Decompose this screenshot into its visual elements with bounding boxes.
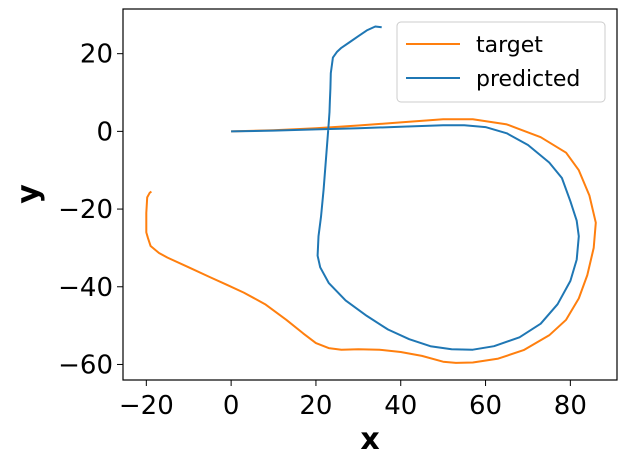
legend: target predicted xyxy=(396,21,606,103)
y-tick-label: 20 xyxy=(80,40,113,70)
legend-label-predicted: predicted xyxy=(476,67,580,92)
series-line-predicted xyxy=(231,25,580,351)
legend-label-target: target xyxy=(476,33,543,58)
y-tick-label: −60 xyxy=(58,350,113,380)
y-tick-label: −20 xyxy=(58,195,113,225)
x-tick-label: 0 xyxy=(223,391,240,421)
y-axis-label: y xyxy=(11,184,46,204)
tick-layer: −20 0 20 40 60 80 20 0 −20 −40 −60 xyxy=(58,40,587,421)
x-tick-label: 20 xyxy=(299,391,332,421)
y-tick-label: −40 xyxy=(58,273,113,303)
plot-area-frame xyxy=(122,8,618,381)
series-line-target xyxy=(145,118,597,364)
x-tick-label: −20 xyxy=(119,391,174,421)
y-tick-label: 0 xyxy=(96,117,113,147)
x-axis-label: x xyxy=(360,422,379,457)
series-layer xyxy=(145,25,597,364)
x-tick-label: 60 xyxy=(469,391,502,421)
x-tick-label: 40 xyxy=(384,391,417,421)
x-tick-label: 80 xyxy=(554,391,587,421)
legend-box xyxy=(396,21,606,103)
